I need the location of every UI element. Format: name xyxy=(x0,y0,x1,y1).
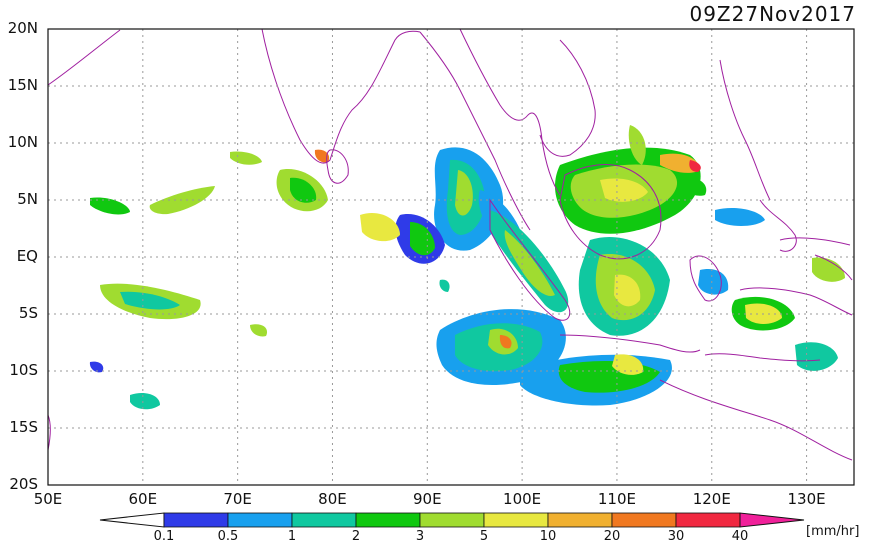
colorbar-unit: [mm/hr] xyxy=(806,524,860,539)
longitude-label: 50E xyxy=(33,490,63,508)
colorbar-tick-label: 20 xyxy=(603,529,621,544)
precipitation-field xyxy=(89,125,845,410)
colorbar-box xyxy=(163,512,229,528)
colorbar-box xyxy=(419,512,485,528)
colorbar-over-triangle xyxy=(739,512,805,528)
latitude-label: 10N xyxy=(7,133,38,151)
colorbar-under-triangle xyxy=(99,512,165,528)
map-title: 09Z27Nov2017 xyxy=(689,2,856,26)
colorbar-box xyxy=(355,512,421,528)
latitude-label: EQ xyxy=(16,247,38,265)
colorbar-box xyxy=(611,512,677,528)
longitude-label: 130E xyxy=(787,490,826,508)
latitude-label: 20N xyxy=(7,19,38,37)
colorbar xyxy=(99,512,805,528)
colorbar-box xyxy=(675,512,741,528)
colorbar-tick-label: 5 xyxy=(479,529,489,544)
longitude-label: 120E xyxy=(692,490,731,508)
latitude-label: 5S xyxy=(18,304,38,322)
colorbar-box xyxy=(483,512,549,528)
longitude-label: 90E xyxy=(412,490,442,508)
map-frame xyxy=(47,28,855,486)
colorbar-tick-label: 1 xyxy=(287,529,297,544)
longitude-label: 60E xyxy=(128,490,158,508)
longitude-label: 100E xyxy=(503,490,542,508)
longitude-label: 110E xyxy=(597,490,636,508)
colorbar-tick-label: 2 xyxy=(351,529,361,544)
colorbar-box xyxy=(227,512,293,528)
longitude-label: 80E xyxy=(318,490,347,508)
colorbar-tick-label: 0.1 xyxy=(153,529,175,544)
colorbar-box xyxy=(547,512,613,528)
latitude-label: 20S xyxy=(9,475,38,493)
coastlines xyxy=(47,28,853,461)
colorbar-tick-label: 0.5 xyxy=(217,529,239,544)
colorbar-tick-label: 3 xyxy=(415,529,425,544)
map-gridlines xyxy=(48,29,854,485)
longitude-label: 70E xyxy=(223,490,252,508)
colorbar-tick-label: 30 xyxy=(667,529,685,544)
colorbar-box xyxy=(291,512,357,528)
colorbar-tick-label: 40 xyxy=(731,529,749,544)
latitude-label: 5N xyxy=(17,190,38,208)
latitude-label: 15N xyxy=(7,76,38,94)
latitude-label: 10S xyxy=(9,361,38,379)
colorbar-tick-label: 10 xyxy=(539,529,557,544)
latitude-label: 15S xyxy=(9,418,38,436)
